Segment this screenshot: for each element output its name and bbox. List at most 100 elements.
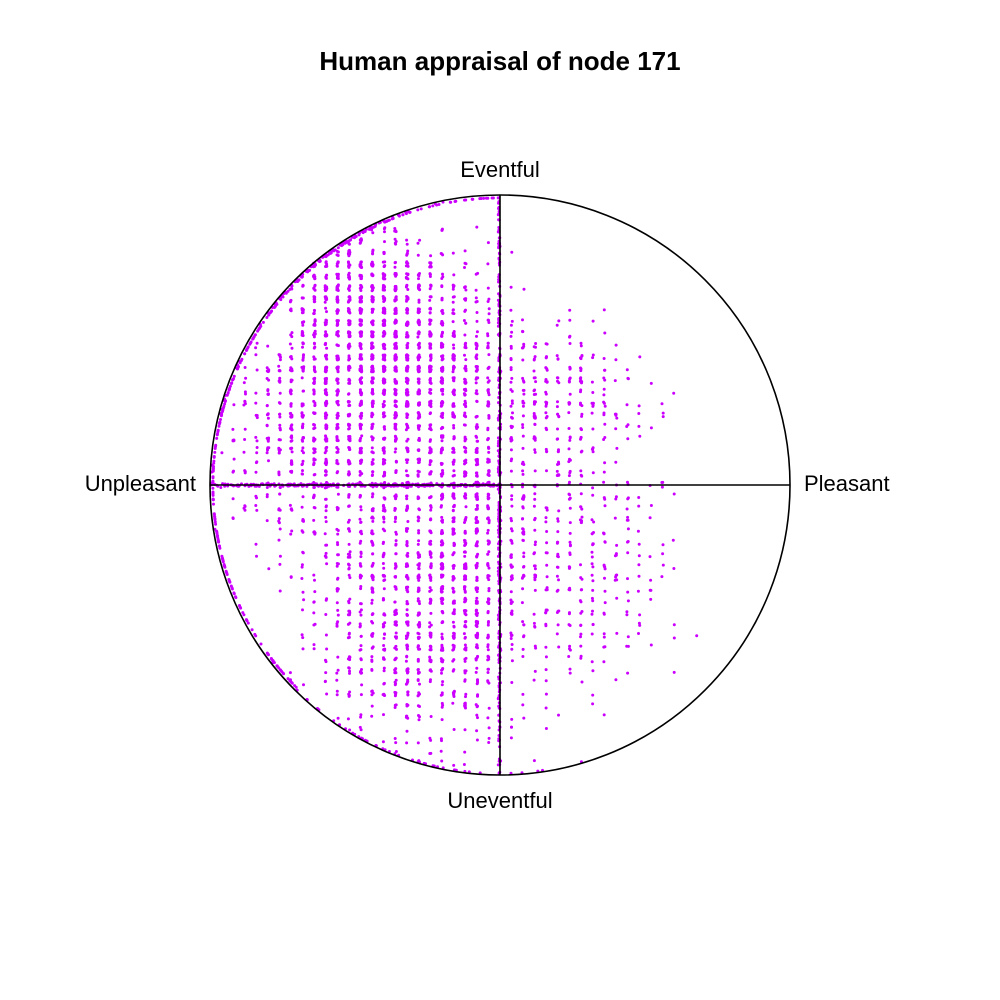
scatter-point [464, 358, 468, 362]
scatter-point [428, 333, 432, 336]
scatter-point [336, 426, 340, 430]
scatter-point [405, 356, 409, 360]
scatter-point [359, 728, 363, 732]
scatter-point [428, 451, 431, 455]
scatter-point [358, 622, 362, 626]
scatter-point [451, 320, 455, 324]
scatter-point [440, 425, 444, 429]
scatter-point [532, 437, 536, 440]
scatter-point [358, 725, 362, 729]
scatter-point [266, 393, 270, 396]
scatter-point [532, 504, 536, 508]
scatter-point [578, 379, 582, 383]
scatter-point [452, 346, 456, 350]
scatter-point [440, 658, 444, 662]
scatter-point [346, 472, 350, 476]
scatter-point [393, 355, 397, 358]
scatter-point [382, 250, 386, 254]
scatter-point [335, 601, 339, 605]
scatter-point [301, 310, 305, 314]
scatter-point [452, 389, 455, 393]
scatter-point [486, 645, 490, 649]
scatter-point [359, 436, 363, 440]
scatter-point [533, 497, 537, 501]
scatter-point [428, 388, 432, 391]
scatter-point [347, 242, 351, 246]
scatter-point [510, 681, 514, 684]
scatter-point [393, 358, 397, 362]
scatter-point [243, 366, 247, 369]
scatter-point [557, 415, 561, 419]
scatter-point [603, 497, 607, 501]
scatter-point [383, 496, 387, 500]
scatter-point [544, 416, 548, 420]
scatter-point [404, 377, 408, 381]
scatter-point [394, 620, 398, 624]
scatter-point [486, 389, 490, 393]
scatter-point [313, 309, 316, 313]
scatter-point [381, 334, 385, 338]
scatter-point [521, 703, 525, 707]
scatter-point [464, 470, 468, 474]
scatter-point [521, 472, 525, 476]
scatter-point [487, 657, 491, 661]
scatter-point [579, 600, 583, 604]
scatter-point [417, 277, 420, 281]
scatter-point [522, 555, 526, 559]
scatter-point [603, 540, 607, 544]
scatter-point [301, 550, 305, 554]
scatter-point [405, 613, 409, 617]
scatter-point [602, 563, 606, 567]
scatter-point [405, 588, 409, 592]
scatter-point [300, 577, 304, 580]
scatter-point [521, 505, 525, 509]
scatter-point [428, 625, 432, 629]
scatter-point [625, 425, 629, 428]
scatter-point [440, 599, 444, 603]
scatter-point [672, 623, 676, 627]
scatter-point [464, 364, 468, 368]
scatter-point [417, 507, 421, 511]
scatter-point [359, 648, 363, 652]
scatter-point [393, 610, 397, 614]
scatter-point [394, 343, 398, 347]
scatter-point [579, 505, 583, 509]
scatter-point [382, 300, 386, 303]
scatter-point [312, 451, 316, 455]
scatter-point [522, 565, 526, 568]
scatter-point [277, 364, 281, 368]
scatter-point [509, 575, 513, 579]
scatter-point [602, 532, 606, 536]
scatter-point [313, 578, 316, 582]
scatter-point [602, 387, 606, 391]
scatter-point [533, 388, 537, 392]
scatter-point [591, 356, 595, 360]
scatter-point [556, 555, 560, 559]
scatter-point [486, 528, 490, 532]
scatter-point [371, 590, 375, 594]
scatter-point [429, 318, 433, 322]
scatter-point [324, 388, 327, 392]
scatter-point [555, 323, 559, 327]
scatter-point [475, 625, 479, 628]
scatter-point [302, 353, 305, 357]
scatter-point [405, 600, 409, 603]
scatter-point [637, 563, 641, 567]
scatter-point [359, 353, 363, 357]
scatter-point [277, 369, 281, 373]
scatter-point [464, 297, 468, 301]
scatter-point [487, 450, 491, 454]
scatter-point [324, 287, 327, 291]
scatter-point [288, 671, 292, 675]
scatter-point [382, 320, 386, 324]
scatter-point [510, 401, 514, 405]
scatter-point [278, 589, 282, 593]
scatter-point [254, 401, 258, 405]
scatter-point [603, 504, 607, 508]
scatter-point [312, 312, 316, 315]
scatter-point [440, 400, 444, 404]
scatter-point [289, 447, 293, 451]
scatter-point [545, 449, 549, 453]
scatter-point [487, 587, 491, 590]
scatter-point [300, 414, 304, 418]
